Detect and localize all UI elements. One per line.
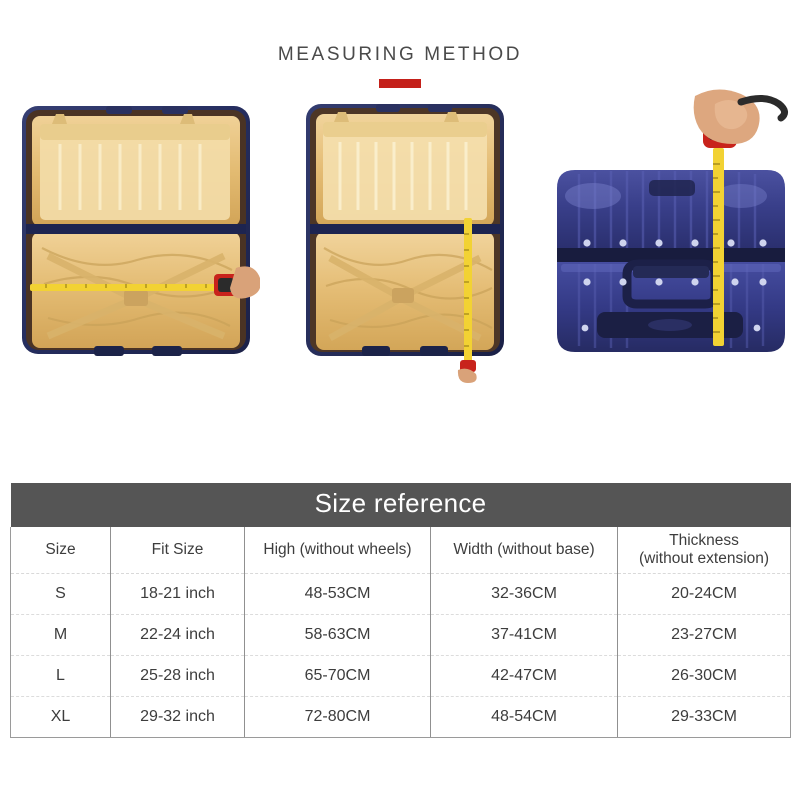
table-header-row: Size Fit Size High (without wheels) Widt…	[10, 527, 792, 574]
column-header-thickness-line1: Thickness	[669, 532, 739, 550]
page-title: MEASURING METHOD	[277, 44, 523, 65]
table-row: XL 29-32 inch 72-80CM 48-54CM 29-33CM	[10, 696, 792, 738]
column-header-thickness-line2: (without extension)	[638, 549, 770, 567]
cell-size: S	[10, 573, 111, 615]
cell-thickness: 20-24CM	[616, 573, 792, 615]
cell-width: 37-41CM	[430, 614, 618, 656]
cell-size: L	[10, 655, 111, 697]
cell-thickness: 29-33CM	[616, 696, 792, 738]
column-header-fit-size: Fit Size	[110, 527, 245, 574]
photo-open-suitcase-height	[292, 88, 520, 383]
cell-thickness: 23-27CM	[616, 614, 792, 656]
table-caption: Size reference	[10, 483, 791, 527]
cell-thickness: 26-30CM	[616, 655, 792, 697]
size-reference-table-wrap: Size reference Size Fit Size High (witho…	[10, 483, 792, 738]
column-header-high: High (without wheels)	[244, 527, 431, 574]
column-header-size: Size	[10, 527, 111, 574]
column-header-thickness: Thickness (without extension)	[616, 527, 792, 574]
cell-fit: 22-24 inch	[110, 614, 245, 656]
column-header-width: Width (without base)	[430, 527, 618, 574]
table-row: M 22-24 inch 58-63CM 37-41CM 23-27CM	[10, 614, 792, 656]
cell-high: 58-63CM	[244, 614, 431, 656]
cell-fit: 25-28 inch	[110, 655, 245, 697]
table-row: L 25-28 inch 65-70CM 42-47CM 26-30CM	[10, 655, 792, 697]
cell-size: M	[10, 614, 111, 656]
table-row: S 18-21 inch 48-53CM 32-36CM 20-24CM	[10, 573, 792, 615]
cell-high: 72-80CM	[244, 696, 431, 738]
cell-high: 48-53CM	[244, 573, 431, 615]
cell-fit: 18-21 inch	[110, 573, 245, 615]
photo-closed-suitcase-thickness	[545, 88, 797, 380]
cell-width: 48-54CM	[430, 696, 618, 738]
size-reference-table: Size reference Size Fit Size High (witho…	[10, 483, 792, 738]
cell-fit: 29-32 inch	[110, 696, 245, 738]
title-accent-bar	[379, 79, 421, 88]
page-title-block: MEASURING METHOD	[0, 44, 800, 88]
photo-open-suitcase-width	[12, 88, 260, 378]
table-caption-row: Size reference	[10, 483, 791, 527]
cell-size: XL	[10, 696, 111, 738]
cell-width: 42-47CM	[430, 655, 618, 697]
measuring-method-photos	[0, 88, 800, 388]
cell-high: 65-70CM	[244, 655, 431, 697]
cell-width: 32-36CM	[430, 573, 618, 615]
